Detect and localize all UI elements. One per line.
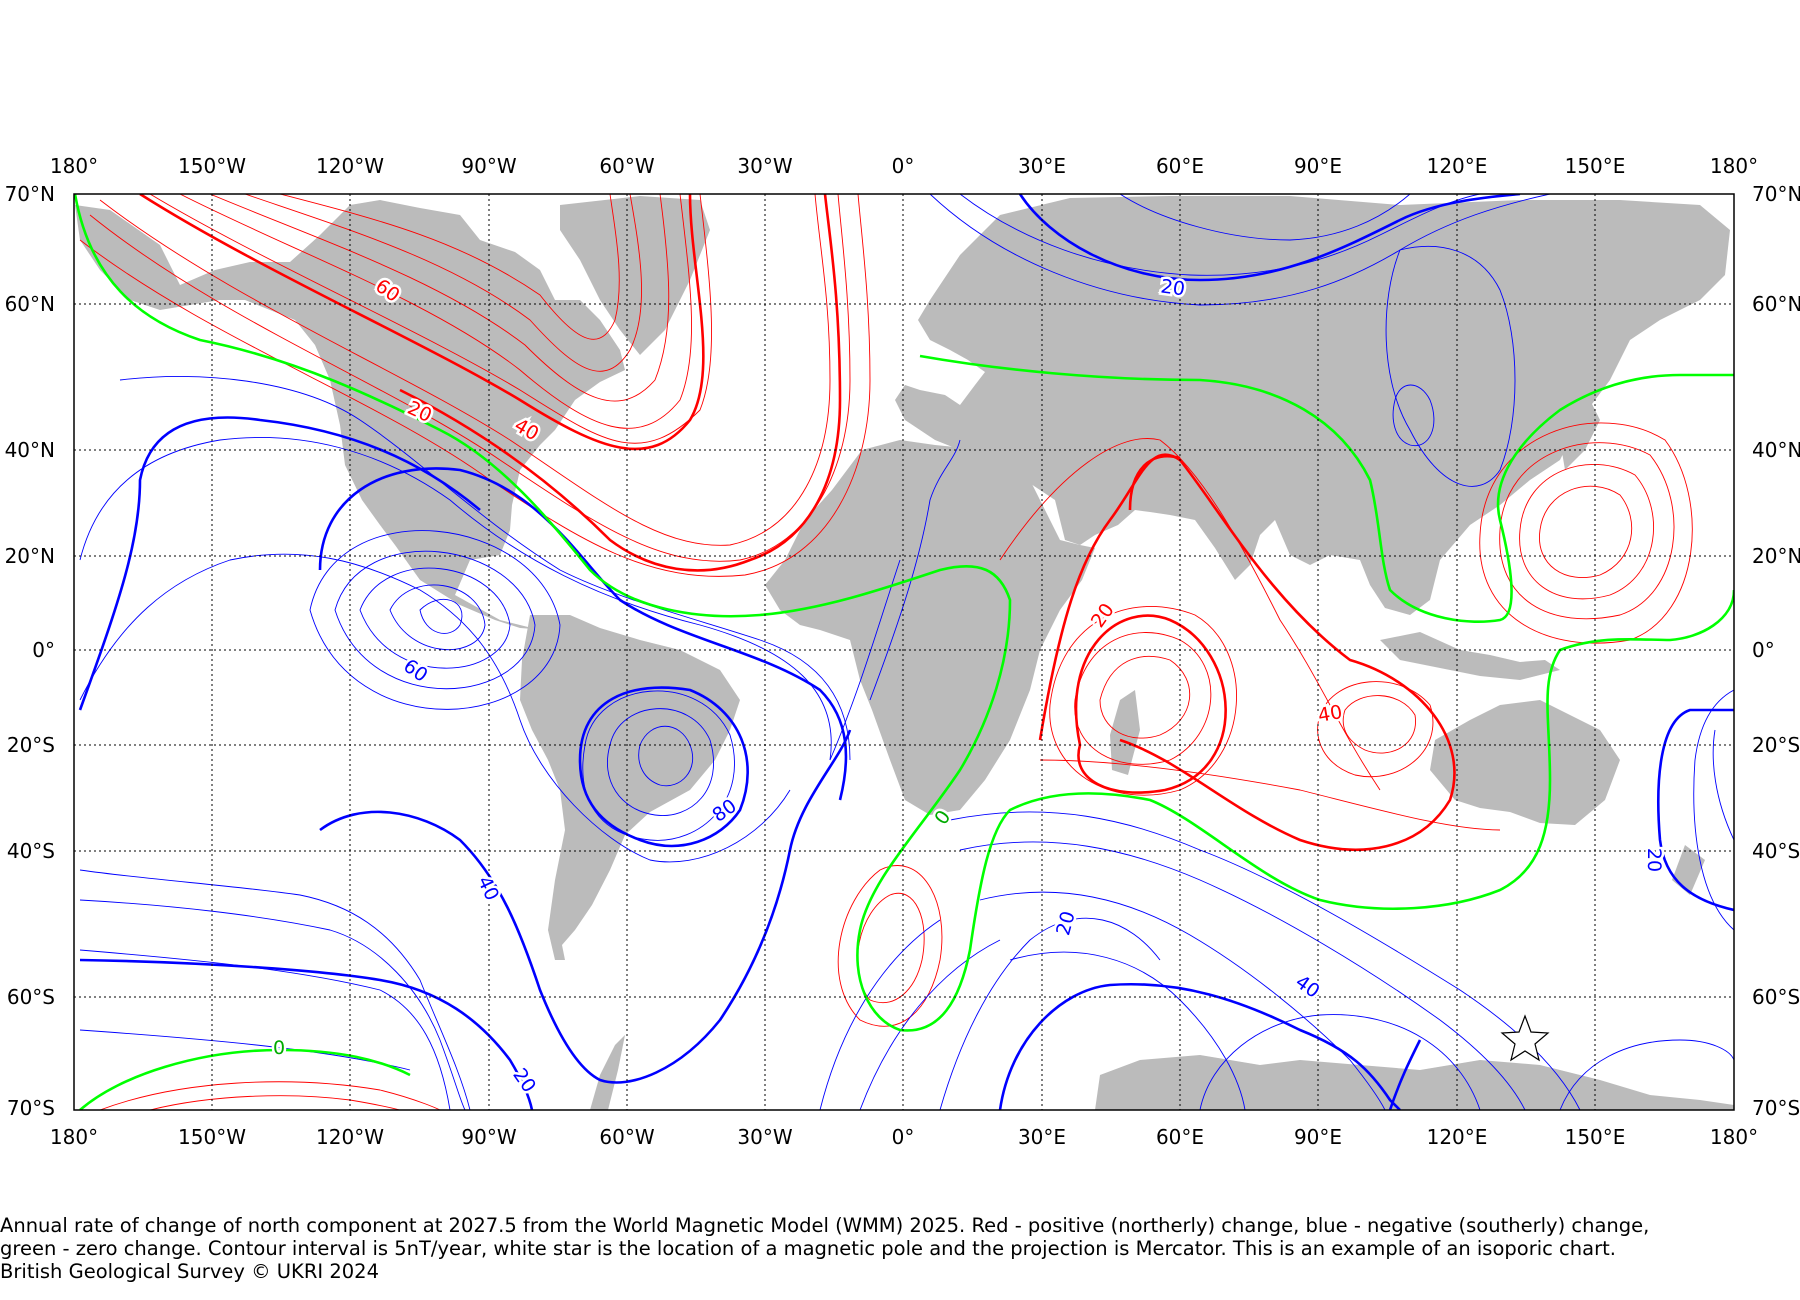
lat-label: 0° [32,638,55,662]
lon-label: 0° [892,1125,915,1149]
land-madagascar [1110,690,1140,775]
lon-label: 150°W [178,154,246,178]
lon-labels-top: 180° 150°W 120°W 90°W 60°W 30°W 0° 30°E … [50,154,1758,178]
lon-label: 120°E [1427,154,1488,178]
lon-label: 90°W [461,154,516,178]
caption-line-3: British Geological Survey © UKRI 2024 [0,1260,379,1283]
lat-label: 20°S [7,733,55,757]
lat-labels-right: 70°N 60°N 40°N 20°N 0° 20°S 40°S 60°S 70… [1752,182,1800,1120]
map-frame [73,193,1735,1111]
negative-thick-contours [78,194,1734,1110]
contour-label: 20 [508,1064,540,1096]
lat-label: 20°N [1752,544,1800,568]
lon-label: 180° [1710,154,1758,178]
lon-label: 30°E [1018,154,1066,178]
negative-thin-contours [79,194,1734,1110]
lat-label: 40°S [7,839,55,863]
contour-label: 20 [1159,275,1186,300]
lat-label: 60°N [1752,292,1800,316]
lon-label: 60°E [1156,154,1204,178]
lon-label: 180° [50,154,98,178]
lat-label: 60°S [7,985,55,1009]
contour-label: 40 [473,873,503,904]
lat-label: 70°N [1752,182,1800,206]
lon-label: 120°W [316,1125,384,1149]
lat-labels-left: 70°N 60°N 40°N 20°N 0° 20°S 40°S 60°S 70… [5,182,55,1120]
land-antarctica [1095,1055,1734,1110]
contour-label: 40 [1316,701,1344,727]
lat-label: 40°N [5,438,55,462]
magnetic-pole-star [1500,1014,1550,1062]
zero-contours [74,194,1734,1110]
lat-label: 60°S [1752,985,1800,1009]
lon-label: 30°W [737,154,792,178]
lon-label: 60°W [599,154,654,178]
contour-label: 80 [708,795,740,827]
lon-label: 120°W [316,154,384,178]
lat-label: 40°S [1752,839,1800,863]
lon-labels-bottom: 180° 150°W 120°W 90°W 60°W 30°W 0° 30°E … [50,1125,1758,1149]
lon-label: 30°E [1018,1125,1066,1149]
lon-label: 30°W [737,1125,792,1149]
land-new-zealand [1672,845,1705,895]
lon-label: 90°W [461,1125,516,1149]
lon-label: 0° [892,154,915,178]
lat-label: 70°N [5,182,55,206]
land-indonesia [1380,632,1560,680]
positive-thin-contours [79,194,1693,1110]
caption-line-2: green - zero change. Contour interval is… [0,1237,1616,1260]
lon-label: 150°W [178,1125,246,1149]
lat-label: 20°N [5,544,55,568]
lon-label: 90°E [1294,154,1342,178]
lat-label: 20°S [1752,733,1800,757]
lat-label: 0° [1752,638,1775,662]
land-japan [1560,400,1600,470]
lon-label: 60°E [1156,1125,1204,1149]
graticule-lines [74,194,1734,1110]
lon-label: 60°W [599,1125,654,1149]
lat-label: 70°S [1752,1096,1800,1120]
lon-label: 150°E [1565,154,1626,178]
contour-label: 20 [1643,848,1665,872]
lat-label: 60°N [5,292,55,316]
contour-label: 20 [1052,909,1080,938]
land-australia [1430,700,1620,825]
land-eurasia [895,196,1730,615]
lon-label: 120°E [1427,1125,1488,1149]
lon-label: 90°E [1294,1125,1342,1149]
lon-label: 150°E [1565,1125,1626,1149]
lat-label: 70°S [7,1096,55,1120]
lon-label: 180° [1710,1125,1758,1149]
map-caption: Annual rate of change of north component… [0,1214,1795,1283]
land-south-america [520,615,740,960]
lat-label: 40°N [1752,438,1800,462]
caption-line-1: Annual rate of change of north component… [0,1214,1650,1237]
lon-label: 180° [50,1125,98,1149]
contour-label: 40 [1291,971,1323,1003]
land-greenland [560,196,710,355]
contour-label: 0 [273,1037,285,1059]
land-antarctic-peninsula [590,1035,625,1110]
land-africa [765,440,1095,815]
positive-thick-contours [139,194,1456,851]
contour-lines [74,194,1734,1110]
